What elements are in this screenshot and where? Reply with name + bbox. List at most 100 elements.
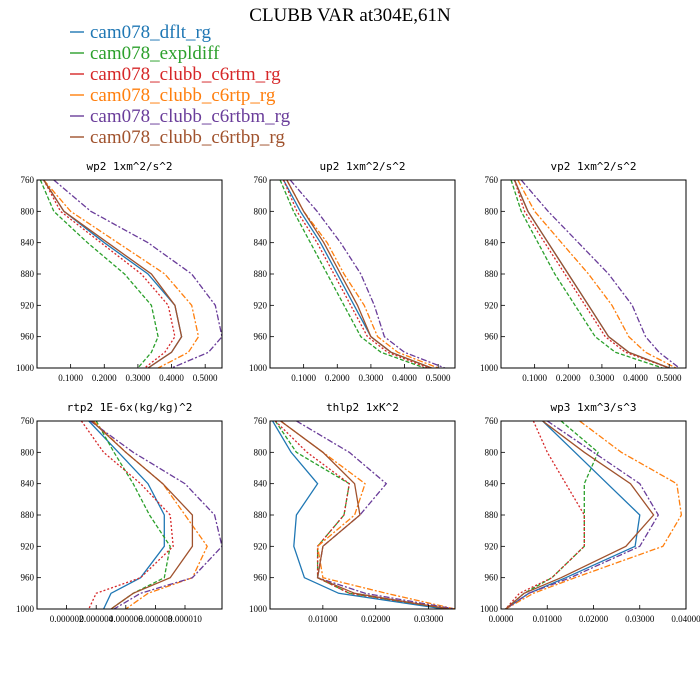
legend: cam078_dflt_rgcam078_expldiffcam078_club… [70,22,291,148]
figure-title: CLUBB VAR at304E,61N [249,5,451,26]
x-tick-label: 0.1000 [522,373,547,383]
y-tick-label: 760 [254,175,268,185]
series-line [274,421,450,609]
series-line [43,180,183,368]
x-tick-label: 0.5000 [657,373,682,383]
y-tick-label: 1000 [480,363,499,373]
series-line [513,180,670,368]
series-line [80,421,174,609]
x-tick-label: 0.02000 [579,614,609,624]
series-line [43,180,176,368]
y-tick-label: 760 [485,175,499,185]
plot-frame [500,179,687,369]
x-tick-label: 0.3000 [590,373,615,383]
y-tick-label: 800 [254,206,268,216]
y-tick-label: 1000 [249,363,268,373]
y-tick-label: 840 [485,238,499,248]
panel-title: wp2 1xm^2/s^2 [86,160,172,173]
x-tick-label: 0.4000 [159,373,184,383]
panel-title: wp3 1xm^3/s^3 [550,401,636,414]
panel-title: up2 1xm^2/s^2 [319,160,405,173]
y-tick-label: 960 [254,573,268,583]
x-tick-label: 0.03000 [414,614,444,624]
series-line [296,421,455,609]
y-tick-label: 840 [21,479,35,489]
series-line [289,180,446,368]
x-tick-label: 0.0000 [489,614,514,624]
y-tick-label: 920 [254,300,268,310]
y-tick-label: 880 [21,510,35,520]
series-line [91,421,194,609]
y-tick-label: 960 [21,332,35,342]
series-line [517,180,677,368]
panel: up2 1xm^2/s^2 760 800 840 880 920 960 1000 0.100… [249,160,456,383]
y-tick-label: 1000 [480,604,499,614]
x-tick-label: 0.01000 [308,614,338,624]
x-tick-label: 0.01000 [533,614,563,624]
plot-frame [269,179,456,369]
x-tick-label: 0.000004 [79,614,113,624]
series-line [513,180,670,368]
series-line [39,180,159,368]
y-tick-label: 840 [254,238,268,248]
x-tick-label: 0.03000 [625,614,655,624]
panels: wp2 1xm^2/s^2 760 800 840 880 920 960 1000 0.100… [16,160,700,624]
x-tick-label: 0.2000 [325,373,350,383]
y-tick-label: 920 [254,541,268,551]
legend-label: cam078_clubb_c6rtp_rg [90,85,276,106]
y-tick-label: 960 [21,573,35,583]
plot-frame [269,420,456,610]
series-line [520,180,680,368]
series-line [286,180,439,368]
y-tick-label: 920 [21,300,35,310]
series-line [505,421,641,609]
x-tick-label: 0.1000 [291,373,316,383]
panel: wp3 1xm^3/s^3 760 800 840 880 920 960 10000.000… [480,401,700,624]
y-tick-label: 880 [254,269,268,279]
panel: wp2 1xm^2/s^2 760 800 840 880 920 960 1000 0.100… [16,160,223,383]
x-tick-label: 0.4000 [392,373,417,383]
series-line [95,421,171,609]
y-tick-label: 920 [485,300,499,310]
panel-title: rtp2 1E-6x(kg/kg)^2 [67,401,193,414]
series-line [43,180,183,368]
y-tick-label: 920 [21,541,35,551]
x-tick-label: 0.000008 [139,614,173,624]
series-line [282,180,429,368]
series-line [53,180,222,368]
series-line [272,421,445,609]
series-line [280,421,455,609]
x-tick-label: 0.000002 [50,614,84,624]
y-tick-label: 960 [254,332,268,342]
y-tick-label: 800 [485,206,499,216]
y-tick-label: 880 [21,269,35,279]
y-tick-label: 1000 [16,363,35,373]
x-tick-label: 0.3000 [359,373,384,383]
series-line [43,180,200,368]
series-line [505,421,660,609]
x-tick-label: 0.5000 [426,373,451,383]
legend-label: cam078_dflt_rg [90,22,212,43]
x-tick-label: 0.04000 [671,614,700,624]
x-tick-label: 0.4000 [623,373,648,383]
y-tick-label: 800 [21,206,35,216]
series-line [89,421,222,609]
panel: rtp2 1E-6x(kg/kg)^2 760 800 840 880 920 960 100… [16,401,223,624]
y-tick-label: 960 [485,332,499,342]
x-tick-label: 0.5000 [193,373,218,383]
series-line [505,421,655,609]
panel: vp2 1xm^2/s^2 760 800 840 880 920 960 1000 0.100… [480,160,687,383]
y-tick-label: 800 [21,447,35,457]
legend-label: cam078_clubb_c6rtbp_rg [90,127,285,148]
x-tick-label: 0.2000 [92,373,117,383]
y-tick-label: 880 [485,510,499,520]
y-tick-label: 880 [254,510,268,520]
series-line [279,180,425,368]
series-line [88,421,165,609]
y-tick-label: 760 [254,416,268,426]
x-tick-label: 0.000006 [109,614,143,624]
series-line [513,180,670,368]
y-tick-label: 760 [21,416,35,426]
series-line [505,421,683,609]
